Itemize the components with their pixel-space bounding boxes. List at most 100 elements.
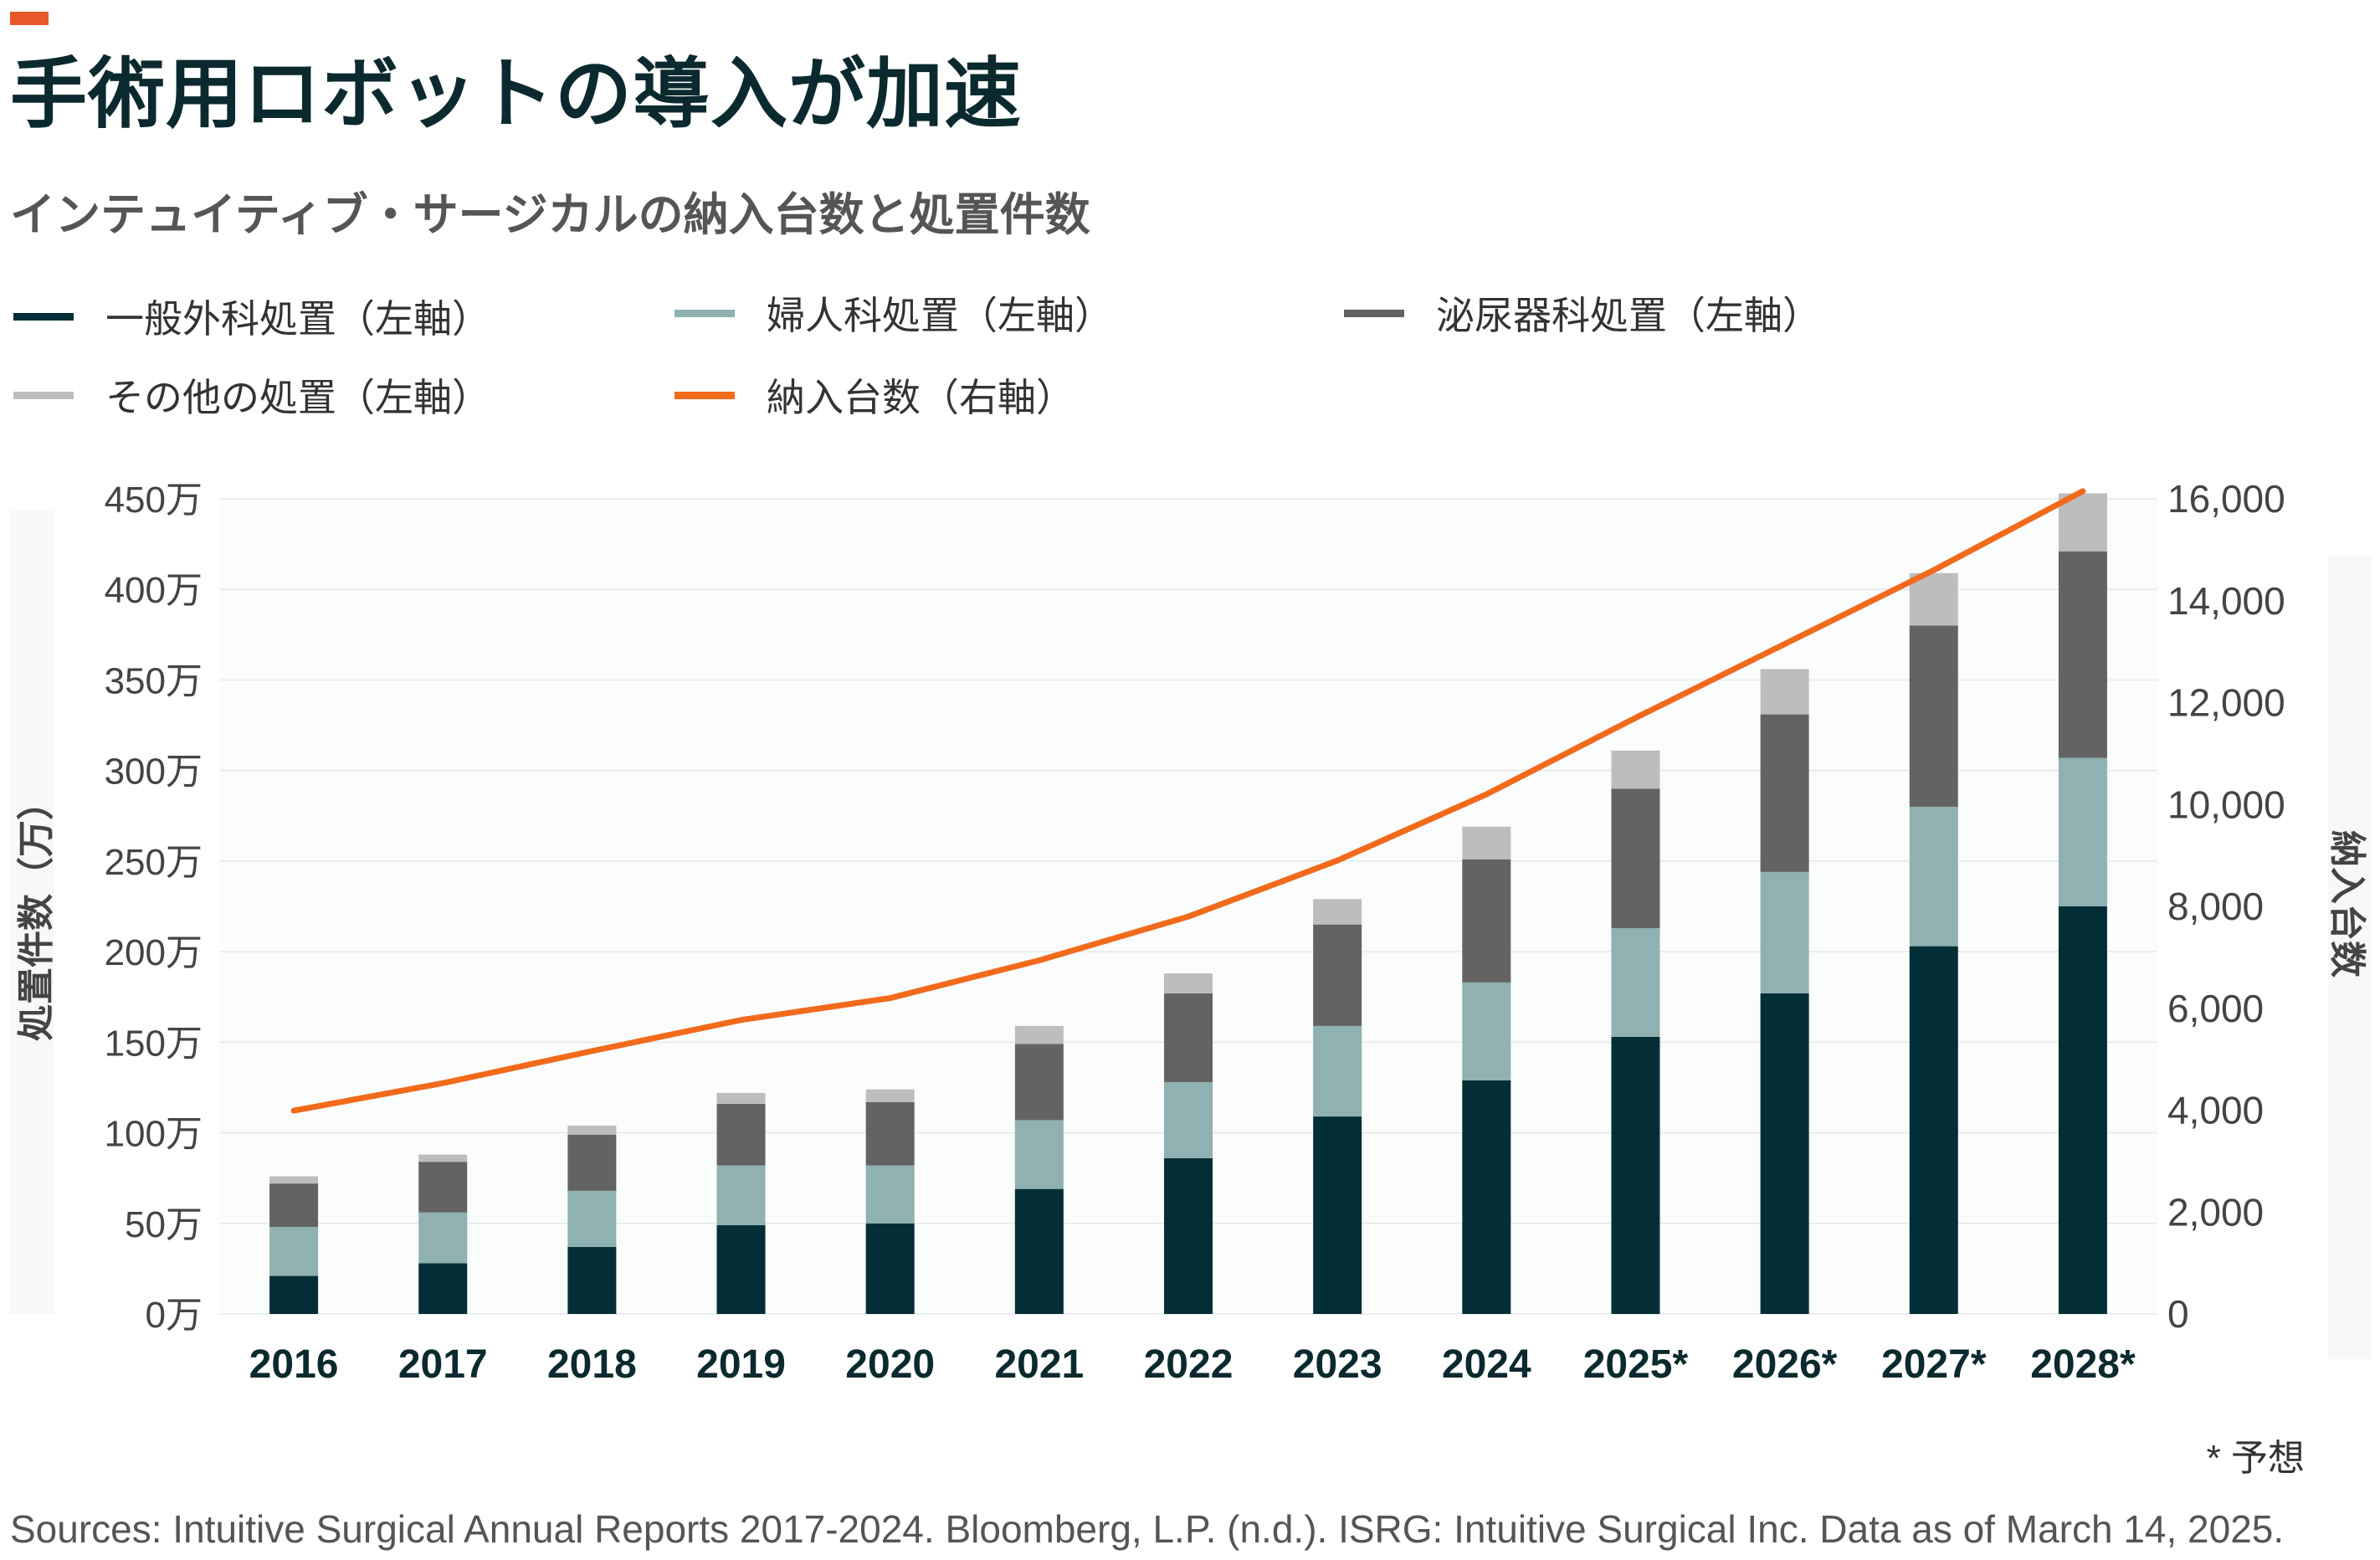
bar-segment — [1164, 973, 1213, 993]
x-axis-tick-label: 2023 — [1293, 1342, 1382, 1387]
bar-segment — [1611, 1036, 1660, 1314]
legend-label: 納入台数（右軸） — [767, 376, 1075, 419]
right-axis-title: 納入台数 — [2326, 830, 2367, 978]
bar-segment — [1760, 993, 1809, 1314]
installed-base-line — [290, 488, 2086, 1114]
bar-segment — [1760, 714, 1809, 872]
bar-segment — [865, 1223, 915, 1314]
right-axis-tick-label: 12,000 — [2167, 681, 2285, 725]
legend-label: 一般外科処置（左軸） — [105, 297, 490, 341]
bar-segment — [418, 1162, 468, 1213]
stacked-bar-line-chart: 0万 50万 100万 150万 200万 250万 300万 350万 400万 450万 0 2,… — [10, 477, 2372, 1387]
x-axis-tick-label: 2020 — [845, 1342, 935, 1387]
bar-segment — [2058, 551, 2107, 758]
right-axis-tick-label: 0 — [2167, 1292, 2189, 1336]
bar-segment — [1313, 899, 1362, 925]
bar-segment — [269, 1275, 319, 1314]
bar-segment — [1164, 1157, 1213, 1314]
left-axis-title-band — [10, 511, 54, 1314]
bar-segment — [1164, 1081, 1213, 1158]
bar-segment — [1909, 625, 1958, 807]
x-axis-tick-label: 2024 — [1442, 1342, 1531, 1387]
left-axis-tick-label: 200万 — [105, 932, 203, 973]
bar-segment — [2058, 757, 2107, 906]
x-axis-tick-label: 2026* — [1732, 1342, 1838, 1387]
x-axis-tick-label: 2016 — [249, 1342, 339, 1387]
left-axis-tick-label: 0万 — [146, 1295, 203, 1336]
bar-segment — [1014, 1025, 1064, 1044]
bar-segment — [1313, 1116, 1362, 1314]
legend-item-general-surgery: 一般外科処置（左軸） — [13, 291, 490, 341]
x-axis-tick-label: 2017 — [398, 1342, 488, 1387]
bar-segment — [418, 1154, 468, 1162]
bar-segment — [567, 1125, 617, 1135]
left-axis-tick-label: 150万 — [105, 1023, 203, 1064]
legend-swatch — [675, 391, 735, 399]
bar-segment — [1611, 788, 1660, 928]
chart-subtitle: インテュイティブ・サージカルの納入台数と処置件数 — [10, 190, 1090, 240]
bar-segment — [567, 1134, 617, 1191]
right-axis-tick-label: 16,000 — [2167, 477, 2285, 521]
x-axis-tick-label: 2027* — [1881, 1342, 1987, 1387]
right-axis-tick-label: 4,000 — [2167, 1089, 2264, 1132]
left-axis-tick-label: 400万 — [105, 570, 203, 611]
bar-segment — [1760, 669, 1809, 715]
bar-segment — [269, 1183, 319, 1228]
x-axis-tick-label: 2025* — [1583, 1342, 1689, 1387]
left-axis-tick-label: 250万 — [105, 842, 203, 883]
forecast-note: * 予想 — [2206, 1438, 2305, 1479]
right-axis-tick-label: 6,000 — [2167, 987, 2264, 1030]
bar-segment — [1462, 982, 1511, 1080]
bar-segment — [567, 1246, 617, 1314]
right-axis-tick-label: 2,000 — [2167, 1190, 2264, 1234]
bar-segment — [2058, 906, 2107, 1314]
legend-swatch — [13, 391, 74, 399]
bar-segment — [716, 1224, 766, 1314]
right-axis-tick-label: 14,000 — [2167, 579, 2285, 623]
bar-segment — [716, 1165, 766, 1225]
right-axis-tick-label: 10,000 — [2167, 783, 2285, 826]
x-axis-tick-label: 2028* — [2030, 1342, 2136, 1387]
left-axis-tick-label: 450万 — [105, 480, 203, 521]
bar-segment — [1909, 572, 1958, 626]
left-axis-tick-label: 50万 — [125, 1204, 203, 1245]
source-text: Sources: Intuitive Surgical Annual Repor… — [10, 1507, 2285, 1551]
x-axis-tick-label: 2022 — [1144, 1342, 1234, 1387]
left-axis-title: 処置件数（万） — [16, 783, 57, 1041]
bar-segment — [1760, 871, 1809, 993]
bar-segment — [1164, 993, 1213, 1082]
right-axis-title-band — [2328, 556, 2372, 1359]
bar-segment — [1462, 1080, 1511, 1314]
bar-segment — [1014, 1188, 1064, 1314]
legend-item-installed-base: 納入台数（右軸） — [675, 370, 1075, 420]
bar-segment — [418, 1212, 468, 1264]
legend-swatch — [675, 309, 735, 317]
bar-segment — [567, 1190, 617, 1247]
bar-segment — [1014, 1044, 1064, 1121]
bar-segment — [1462, 826, 1511, 860]
legend-label: 泌尿器科処置（左軸） — [1436, 294, 1821, 337]
bar-segment — [269, 1227, 319, 1276]
x-axis-tick-label: 2018 — [547, 1342, 637, 1387]
bar-segment — [716, 1103, 766, 1166]
x-axis-tick-label: 2019 — [696, 1342, 786, 1387]
bar-segment — [1611, 927, 1660, 1037]
bar-segment — [716, 1092, 766, 1104]
chart-title: 手術用ロボットの導入が加速 — [10, 52, 1023, 137]
bar-segment — [1462, 859, 1511, 983]
bar-segment — [418, 1263, 468, 1314]
bar-segment — [1313, 924, 1362, 1026]
title-accent-bar — [10, 12, 49, 25]
legend-item-gynecology: 婦人科処置（左軸） — [675, 288, 1113, 338]
bar-segment — [865, 1101, 915, 1166]
legend-swatch — [1344, 309, 1404, 317]
bar-segment — [865, 1165, 915, 1224]
right-axis-tick-label: 8,000 — [2167, 885, 2264, 928]
bar-segment — [1909, 946, 1958, 1314]
bar-segment — [1611, 750, 1660, 789]
legend-item-urology: 泌尿器科処置（左軸） — [1344, 288, 1821, 338]
legend-item-other: その他の処置（左軸） — [13, 370, 490, 420]
bar-segment — [865, 1089, 915, 1102]
bar-segment — [269, 1176, 319, 1184]
legend-swatch — [13, 312, 74, 321]
